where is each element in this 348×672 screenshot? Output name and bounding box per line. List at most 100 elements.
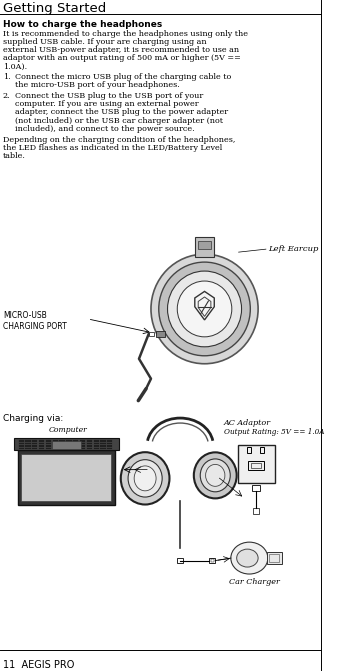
Bar xyxy=(32,440,38,442)
Bar xyxy=(18,443,24,444)
Text: computer. If you are using an external power: computer. If you are using an external p… xyxy=(15,100,198,108)
Text: 2.: 2. xyxy=(3,92,10,100)
Bar xyxy=(73,440,78,442)
Bar xyxy=(94,443,99,444)
Bar xyxy=(252,485,260,491)
Bar xyxy=(94,448,99,450)
Text: How to charge the headphones: How to charge the headphones xyxy=(3,20,162,29)
Text: AC Adaptor: AC Adaptor xyxy=(224,419,271,427)
Text: adaptor with an output rating of 500 mA or higher (5V ==: adaptor with an output rating of 500 mA … xyxy=(3,54,241,62)
Bar xyxy=(195,237,214,257)
Bar xyxy=(53,448,58,450)
Bar xyxy=(18,448,24,450)
Bar xyxy=(25,443,31,444)
Text: the micro-USB port of your headphones.: the micro-USB port of your headphones. xyxy=(15,81,179,89)
Bar xyxy=(87,448,92,450)
Bar xyxy=(52,442,81,450)
Bar xyxy=(87,440,92,442)
Text: supplied USB cable. If your are charging using an: supplied USB cable. If your are charging… xyxy=(3,38,207,46)
Ellipse shape xyxy=(134,466,156,491)
Bar xyxy=(247,448,251,454)
Bar xyxy=(66,448,72,450)
Bar xyxy=(253,508,259,514)
Text: included), and connect to the power source.: included), and connect to the power sour… xyxy=(15,125,194,133)
Text: external USB-power adapter, it is recommended to use an: external USB-power adapter, it is recomm… xyxy=(3,46,239,54)
Bar xyxy=(46,443,51,444)
Ellipse shape xyxy=(200,459,230,492)
Text: Left Earcup: Left Earcup xyxy=(268,245,318,253)
Text: 1.: 1. xyxy=(3,73,10,81)
Bar xyxy=(60,448,65,450)
Bar xyxy=(107,448,112,450)
Bar xyxy=(251,463,261,468)
Bar xyxy=(100,443,106,444)
Ellipse shape xyxy=(231,542,268,574)
Bar xyxy=(53,443,58,444)
Bar xyxy=(46,440,51,442)
Text: CHARGING PORT: CHARGING PORT xyxy=(3,322,67,331)
Ellipse shape xyxy=(128,460,162,497)
Ellipse shape xyxy=(121,452,169,505)
Bar xyxy=(100,440,106,442)
Bar xyxy=(39,440,44,442)
Bar xyxy=(80,443,85,444)
Bar xyxy=(60,443,65,444)
Bar xyxy=(138,468,142,472)
Bar xyxy=(53,445,58,447)
Bar xyxy=(100,448,106,450)
Bar xyxy=(198,241,211,249)
Circle shape xyxy=(167,271,242,347)
Bar xyxy=(66,443,72,444)
Text: Charging via:: Charging via: xyxy=(3,413,63,423)
Bar xyxy=(25,440,31,442)
Bar xyxy=(32,448,38,450)
Bar xyxy=(267,552,283,564)
Bar xyxy=(156,331,165,337)
Bar xyxy=(60,440,65,442)
Bar xyxy=(144,466,150,472)
Text: 11  AEGIS PRO: 11 AEGIS PRO xyxy=(3,660,74,670)
Bar xyxy=(100,445,106,447)
Text: Depending on the charging condition of the headphones,: Depending on the charging condition of t… xyxy=(3,136,235,144)
Bar xyxy=(39,445,44,447)
Bar xyxy=(46,445,51,447)
Bar xyxy=(211,559,214,562)
Bar xyxy=(269,554,278,562)
Bar xyxy=(60,445,65,447)
Text: Car Charger: Car Charger xyxy=(229,578,280,586)
Bar xyxy=(22,454,111,501)
Bar xyxy=(260,448,264,454)
Circle shape xyxy=(151,254,258,364)
Text: Getting Started: Getting Started xyxy=(3,2,106,15)
Bar xyxy=(238,446,275,483)
Bar xyxy=(14,439,119,450)
Bar xyxy=(87,445,92,447)
Text: Connect the USB plug to the USB port of your: Connect the USB plug to the USB port of … xyxy=(15,92,203,100)
Bar xyxy=(39,443,44,444)
Text: Connect the micro USB plug of the charging cable to: Connect the micro USB plug of the chargi… xyxy=(15,73,231,81)
Bar xyxy=(17,450,115,505)
Bar xyxy=(94,445,99,447)
Bar xyxy=(87,443,92,444)
Text: adapter, connect the USB plug to the power adapter: adapter, connect the USB plug to the pow… xyxy=(15,108,228,116)
Bar xyxy=(39,448,44,450)
Bar xyxy=(80,445,85,447)
Bar xyxy=(248,461,264,470)
Ellipse shape xyxy=(206,464,225,487)
Bar xyxy=(149,332,153,336)
Bar xyxy=(18,440,24,442)
Bar xyxy=(25,448,31,450)
Ellipse shape xyxy=(194,452,237,499)
Bar xyxy=(32,443,38,444)
Bar xyxy=(107,445,112,447)
Bar xyxy=(107,440,112,442)
Text: (not included) or the USB car charger adapter (not: (not included) or the USB car charger ad… xyxy=(15,117,223,124)
Bar xyxy=(136,466,144,474)
Bar xyxy=(80,448,85,450)
Bar xyxy=(66,440,72,442)
Bar xyxy=(73,448,78,450)
Text: Output Rating: 5V == 1.0A: Output Rating: 5V == 1.0A xyxy=(224,427,325,435)
Bar xyxy=(80,440,85,442)
Bar xyxy=(32,445,38,447)
Circle shape xyxy=(177,281,232,337)
